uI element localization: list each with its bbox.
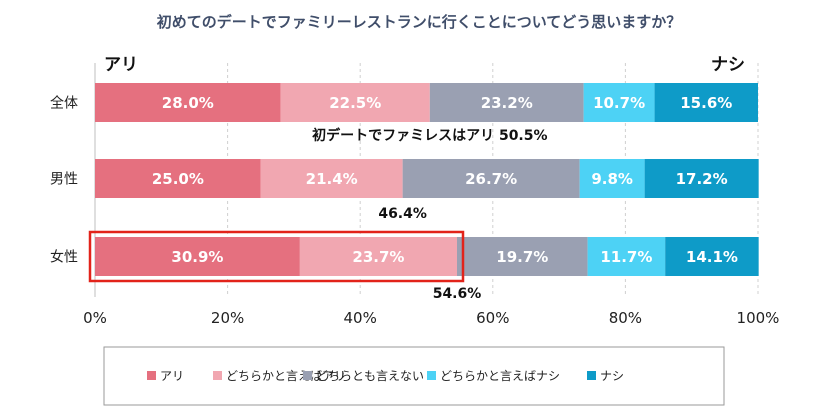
- legend-label-2: どちらとも言えない: [316, 369, 424, 383]
- bar-1-3: [579, 159, 645, 198]
- bar-label-0-4: 15.6%: [680, 94, 732, 112]
- annotation-2: 54.6%: [433, 286, 482, 302]
- annotation-prefix-0: 初デートでファミレスはアリ: [312, 127, 499, 144]
- bar-0-2: [429, 83, 584, 122]
- bar-0-1: [280, 83, 430, 122]
- bar-2-4: [665, 237, 759, 276]
- bar-0-3: [583, 83, 655, 122]
- legend-frame: [103, 346, 725, 406]
- legend-swatch-4: [587, 371, 596, 380]
- bar-label-0-3: 10.7%: [593, 94, 645, 112]
- x-tick-label-5: 100%: [737, 309, 780, 327]
- annotation-value-1: 46.4%: [378, 206, 427, 222]
- bar-label-2-0: 30.9%: [171, 248, 223, 266]
- bar-2-3: [587, 237, 666, 276]
- chart-title: 初めてのデートでファミリーレストランに行くことについてどう思いますか？: [157, 13, 682, 31]
- bar-label-2-3: 11.7%: [600, 248, 652, 266]
- legend-swatch-0: [147, 371, 156, 380]
- annotation-1: 46.4%: [378, 206, 427, 222]
- category-label-1: 男性: [50, 172, 78, 188]
- right-end-label: ナシ: [711, 55, 745, 75]
- annotation-value-0: 50.5%: [499, 128, 548, 144]
- bar-label-2-1: 23.7%: [352, 248, 404, 266]
- bar-1-2: [402, 159, 580, 198]
- legend-swatch-2: [303, 371, 312, 380]
- legend-label-1: どちらかと言えばアリ: [226, 369, 346, 383]
- bar-label-1-3: 9.8%: [591, 170, 633, 188]
- annotation-value-2: 54.6%: [433, 286, 482, 302]
- annotation-0: 初デートでファミレスはアリ 50.5%: [312, 127, 547, 144]
- bar-2-0: [95, 237, 300, 276]
- bar-label-2-2: 19.7%: [496, 248, 548, 266]
- bar-1-0: [95, 159, 261, 198]
- bar-label-1-1: 21.4%: [306, 170, 358, 188]
- x-axis-ticks: 0% 20% 40% 60% 80% 100%: [83, 309, 779, 327]
- x-tick-label-0: 0%: [83, 309, 107, 327]
- bar-label-2-4: 14.1%: [686, 248, 738, 266]
- bar-label-0-1: 22.5%: [329, 94, 381, 112]
- bar-label-0-0: 28.0%: [162, 94, 214, 112]
- bar-2-1: [299, 237, 457, 276]
- legend-label-3: どちらかと言えばナシ: [440, 369, 560, 383]
- x-tick-label-1: 20%: [211, 309, 244, 327]
- legend-label-4: ナシ: [600, 369, 624, 383]
- bar-label-0-2: 23.2%: [481, 94, 533, 112]
- category-label-0: 全体: [50, 95, 78, 112]
- x-tick-label-3: 60%: [476, 309, 509, 327]
- category-label-2: 女性: [50, 249, 78, 266]
- bar-1-1: [260, 159, 403, 198]
- x-tick-label-4: 80%: [609, 309, 642, 327]
- bar-0-0: [95, 83, 281, 122]
- legend-label-0: アリ: [160, 369, 184, 383]
- x-tick-label-2: 40%: [344, 309, 377, 327]
- left-end-label: アリ: [104, 55, 138, 75]
- legend-swatch-1: [213, 371, 222, 380]
- bars-group: 全体 28.0% 22.5% 23.2% 10.7% 15.6% 男性 25.0% 21.4% 2…: [50, 83, 759, 283]
- bar-label-1-0: 25.0%: [152, 170, 204, 188]
- bar-label-1-2: 26.7%: [465, 170, 517, 188]
- bar-1-4: [644, 159, 759, 198]
- bar-2-2: [456, 237, 588, 276]
- bar-label-1-4: 17.2%: [676, 170, 728, 188]
- highlight-box: [88, 230, 465, 283]
- legend-swatch-3: [427, 371, 436, 380]
- annotations-group: 初デートでファミレスはアリ 50.5% 46.4% 54.6%: [312, 127, 547, 302]
- bar-0-4: [654, 83, 758, 122]
